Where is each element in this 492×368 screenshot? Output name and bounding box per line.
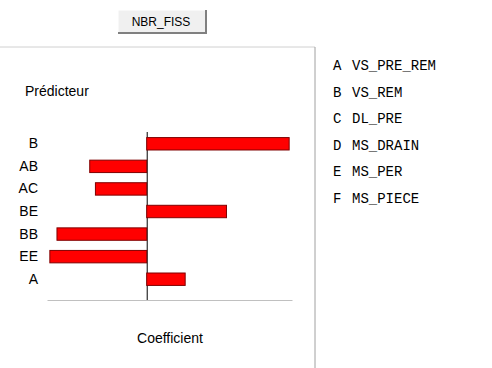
title-button: NBR_FISS	[118, 10, 206, 33]
panel-separator	[315, 47, 316, 368]
y-tick: AB	[19, 158, 43, 174]
factor-name: DL_PRE	[352, 111, 402, 127]
y-tick: AC	[19, 180, 43, 196]
factor-letter: C	[333, 111, 341, 127]
y-tick: EE	[19, 248, 43, 264]
y-axis-title: Prédicteur	[25, 83, 89, 99]
factor-name: VS_REM	[352, 85, 402, 101]
factor-name: MS_PER	[352, 164, 403, 180]
panel-border	[0, 47, 315, 48]
bar	[90, 160, 147, 172]
button-shadow	[118, 10, 206, 33]
factor-letter: A	[333, 58, 342, 74]
x-axis-title: Coefficient	[137, 330, 203, 346]
y-tick-label: A	[29, 271, 39, 287]
bar	[147, 273, 185, 285]
factor-letter: F	[333, 191, 341, 207]
factor-name: MS_PIECE	[352, 191, 419, 207]
chart: NBR_FISSBABACBEBBEEAPrédicteurCoefficien…	[0, 0, 492, 368]
y-axis: B AB AC BE BB EE A	[19, 135, 43, 286]
y-tick-label: B	[29, 135, 38, 151]
factor-key: A VS_PRE_REM B VS_REM C DL_PRE D MS_DRAIN E MS_PE…	[333, 58, 436, 207]
x-axis-line	[48, 300, 293, 301]
y-tick-label: EE	[19, 248, 38, 264]
y-tick: B	[29, 135, 43, 151]
bars	[50, 138, 289, 286]
x-axis	[48, 132, 293, 301]
button-face	[118, 10, 206, 33]
title: NBR_FISS	[132, 15, 191, 29]
y-tick: A	[29, 271, 43, 287]
y-tick: BB	[19, 226, 43, 242]
factor-letter: D	[333, 138, 341, 154]
factor-letter: E	[333, 164, 341, 180]
y-tick-label: BB	[19, 226, 38, 242]
factor-letter: B	[333, 85, 341, 101]
bar	[50, 250, 147, 262]
y-tick: BE	[19, 203, 43, 219]
bar	[57, 228, 147, 240]
factor-name: MS_DRAIN	[352, 138, 419, 154]
y-tick-label: BE	[19, 203, 38, 219]
bar	[147, 138, 289, 150]
y-tick-label: AB	[19, 158, 38, 174]
y-tick-label: AC	[19, 180, 38, 196]
factor-name: VS_PRE_REM	[352, 58, 436, 74]
bar	[95, 183, 146, 195]
bar	[147, 205, 227, 217]
